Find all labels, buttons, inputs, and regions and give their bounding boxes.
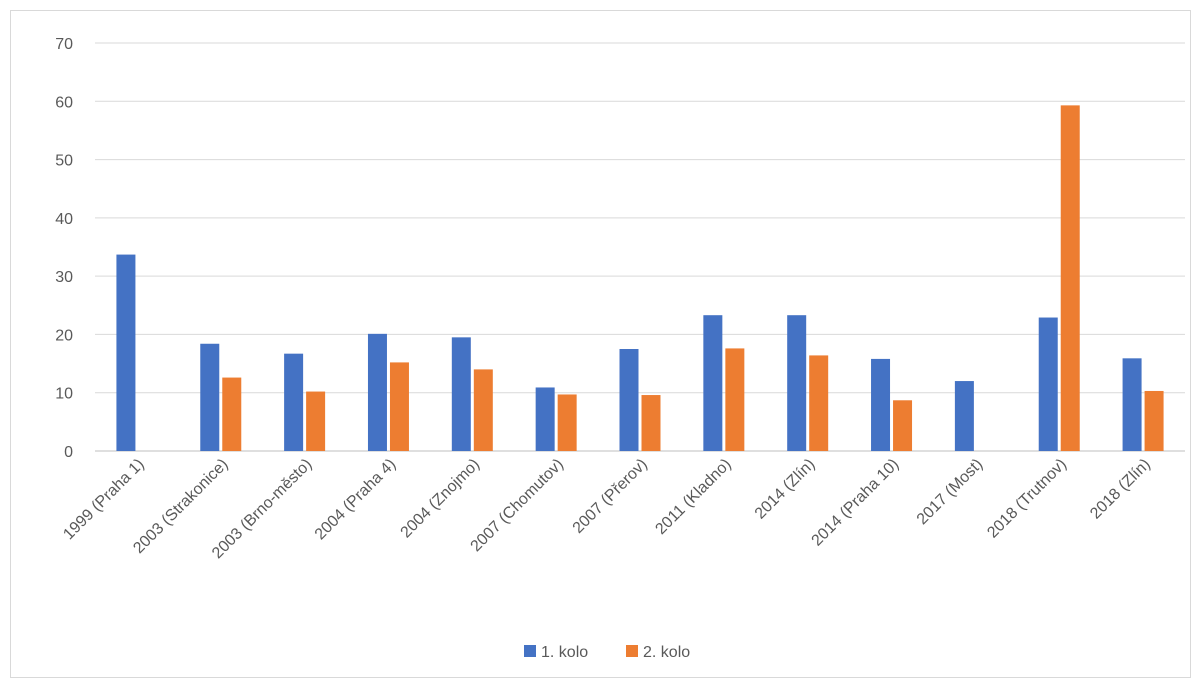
- x-tick-label: 2018 (Trutnov): [984, 456, 1070, 542]
- bar-kolo1: [116, 254, 136, 451]
- bar-kolo2: [557, 394, 577, 451]
- legend: 1. kolo 2. kolo: [524, 644, 690, 661]
- y-axis-ticks: 0 10 20 30 40 50 60 70: [55, 36, 73, 461]
- bar-kolo1: [787, 315, 807, 451]
- legend-label-kolo1: 1. kolo: [541, 644, 588, 661]
- x-tick-label: 2011 (Kladno): [652, 456, 734, 538]
- bar-kolo1: [703, 315, 723, 451]
- legend-swatch-kolo2: [626, 645, 638, 657]
- bar-kolo2: [306, 391, 326, 451]
- legend-swatch-kolo1: [524, 645, 536, 657]
- bar-kolo1: [284, 353, 304, 451]
- x-tick-label: 2004 (Praha 4): [312, 456, 399, 543]
- x-tick-label: 1999 (Praha 1): [60, 456, 147, 543]
- gridlines: [95, 42, 1185, 452]
- bar-kolo1: [871, 358, 891, 451]
- y-tick-label: 10: [55, 386, 73, 403]
- x-tick-label: 2007 (Přerov): [570, 456, 651, 537]
- bar-kolo2: [893, 400, 913, 451]
- bar-kolo1: [535, 387, 555, 451]
- bar-kolo1: [367, 333, 387, 451]
- bars: [116, 105, 1164, 451]
- x-tick-label: 2014 (Zlín): [752, 456, 819, 523]
- x-tick-label: 2018 (Zlín): [1087, 456, 1154, 523]
- bar-kolo1: [1122, 358, 1142, 451]
- x-axis-ticks: 1999 (Praha 1)2003 (Strakonice)2003 (Brn…: [60, 456, 1154, 562]
- bar-kolo2: [473, 369, 493, 451]
- x-tick-label: 2007 (Chomutov): [468, 456, 567, 555]
- bar-kolo2: [389, 362, 409, 451]
- y-tick-label: 30: [55, 269, 73, 286]
- bar-kolo1: [1038, 317, 1058, 451]
- y-tick-label: 40: [55, 211, 73, 228]
- y-tick-label: 70: [55, 36, 73, 53]
- y-tick-label: 50: [55, 153, 73, 170]
- bar-kolo2: [1144, 390, 1164, 451]
- bar-kolo2: [1060, 105, 1080, 451]
- bar-kolo2: [809, 355, 829, 451]
- bar-kolo2: [725, 348, 745, 451]
- y-tick-label: 20: [55, 327, 73, 344]
- bar-kolo1: [954, 381, 974, 451]
- bar-kolo2: [641, 395, 661, 451]
- x-tick-label: 2004 (Znojmo): [398, 456, 484, 542]
- y-tick-label: 0: [64, 444, 73, 461]
- bar-kolo1: [619, 349, 639, 451]
- bar-kolo1: [200, 343, 220, 451]
- x-tick-label: 2017 (Most): [914, 456, 986, 528]
- x-tick-label: 2014 (Praha 10): [809, 456, 903, 550]
- bar-kolo2: [222, 377, 242, 451]
- bar-kolo1: [451, 337, 471, 451]
- legend-label-kolo2: 2. kolo: [643, 644, 690, 661]
- y-tick-label: 60: [55, 94, 73, 111]
